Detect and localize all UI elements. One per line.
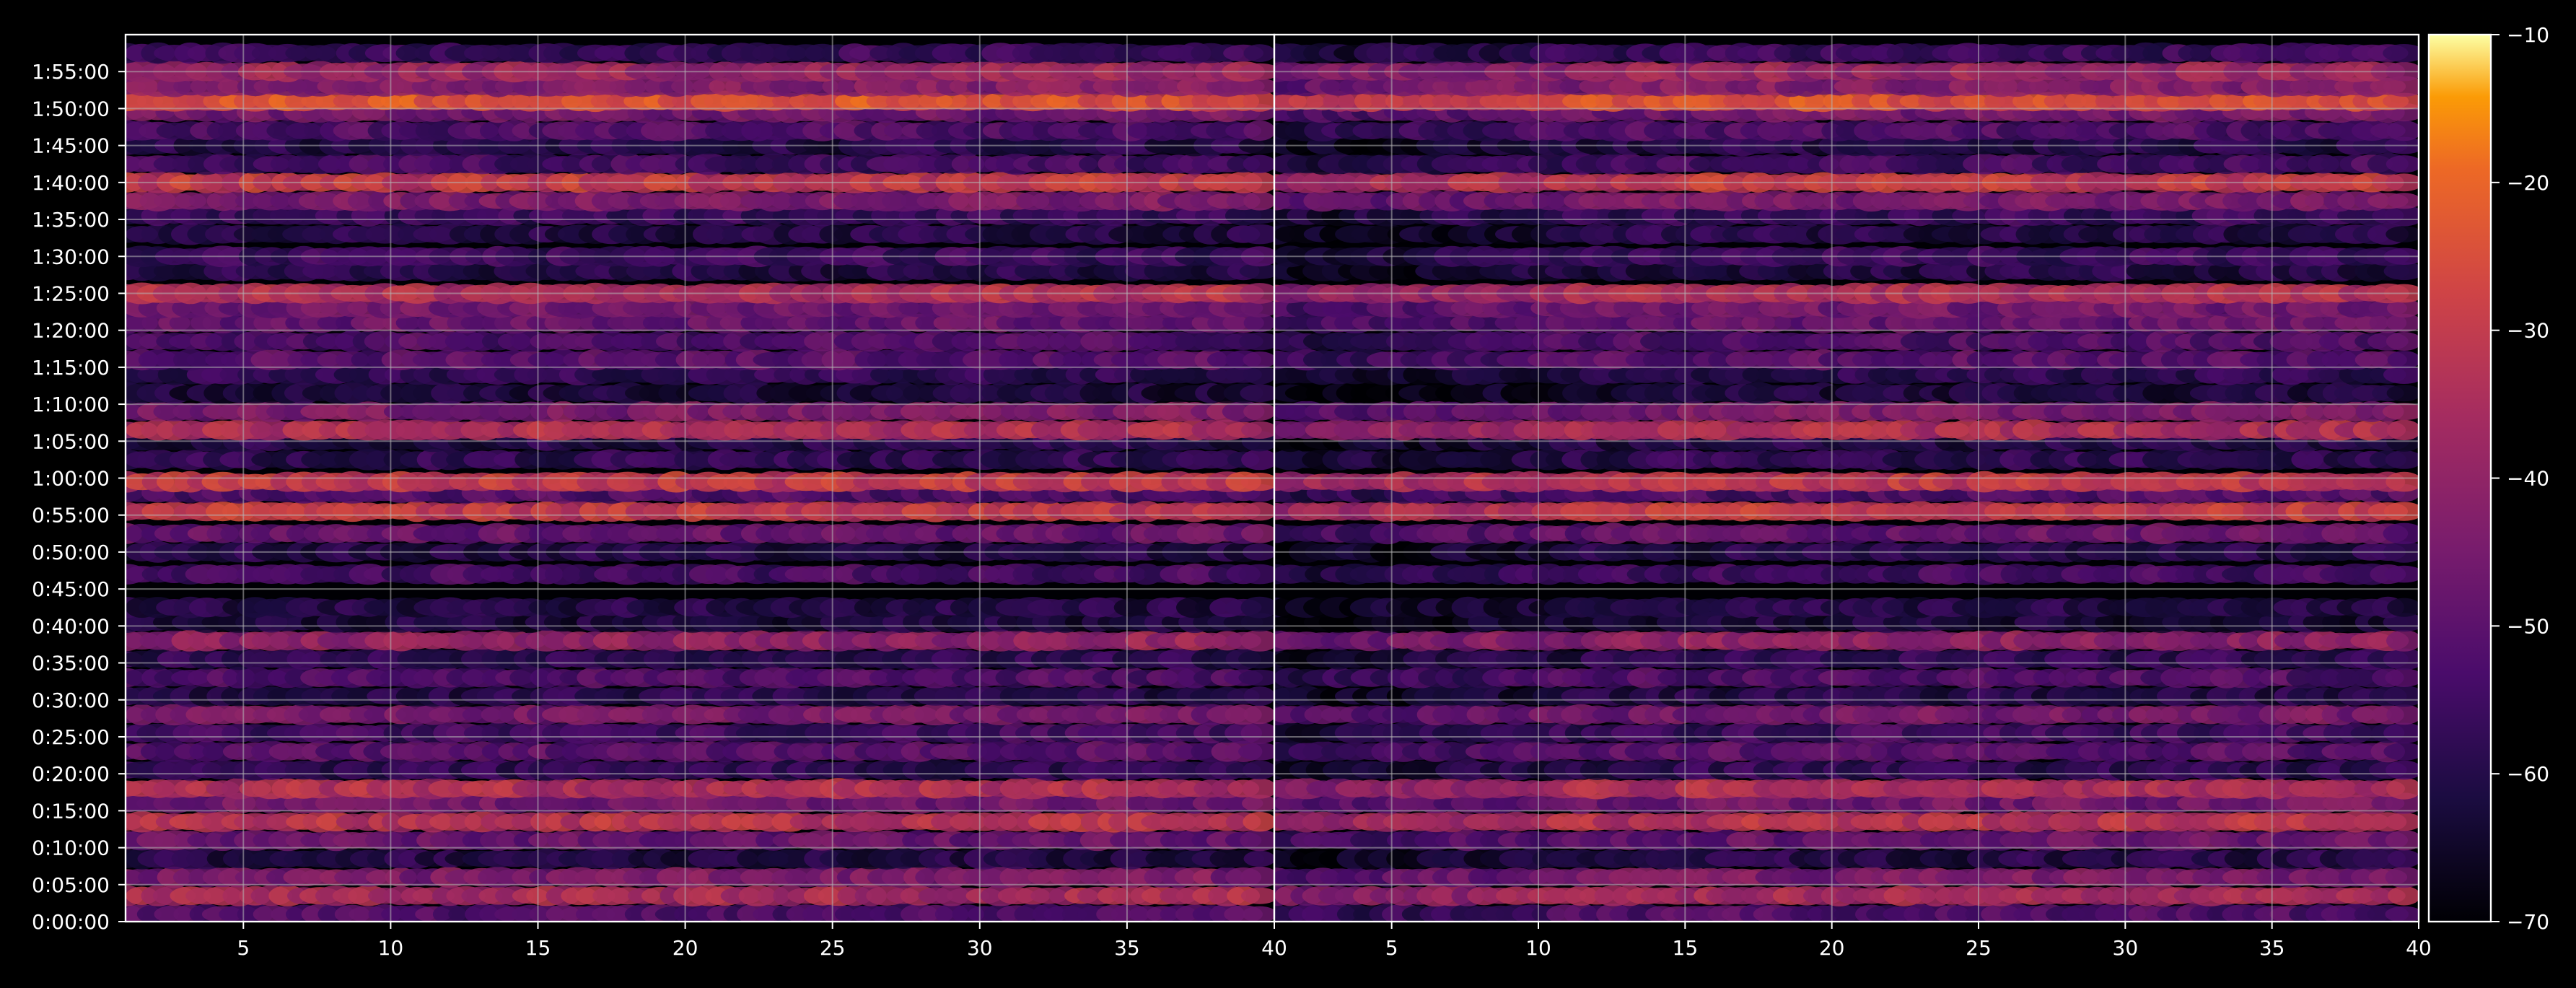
heatmap-cell [1242, 779, 1277, 799]
heatmap-cell [1241, 473, 1279, 491]
heatmap-cell [1243, 812, 1276, 831]
heatmap-cell [2385, 668, 2423, 687]
heatmap-cell [2387, 598, 2421, 617]
heatmap-cell [2385, 906, 2423, 922]
heatmap-cell [2386, 813, 2423, 831]
heatmap-cell [1241, 888, 1278, 904]
heatmap-cell [1243, 403, 1276, 421]
heatmap-cell [2386, 704, 2422, 725]
heatmap-cell [1241, 524, 1278, 543]
heatmap-cell [2386, 630, 2422, 652]
heatmap-cell [2386, 778, 2422, 800]
heatmap-cell [2385, 566, 2424, 583]
heatmap-cell [2388, 886, 2420, 906]
heatmap-cell [1240, 630, 1279, 652]
heatmap-cell [1243, 121, 1276, 141]
heatmap-cell [1243, 155, 1276, 173]
right-heatmap-panel [1253, 35, 2426, 925]
left-heatmap-panel [104, 35, 1281, 925]
heatmap-cell [1244, 686, 1276, 706]
heatmap-cell [1241, 722, 1279, 744]
heatmap-cell [1241, 450, 1278, 471]
heatmap-cell [1243, 761, 1276, 779]
heatmap-cell [1240, 384, 1279, 402]
heatmap-cell [1244, 44, 1276, 62]
heatmap-cell [1243, 351, 1276, 368]
heatmap-cell [2386, 761, 2422, 780]
heatmap-cell [2388, 849, 2421, 867]
heatmap-cell [1241, 421, 1278, 439]
heatmap-cell [1244, 851, 1276, 867]
heatmap-cell [1243, 502, 1277, 521]
heatmap-cell [1244, 705, 1276, 724]
heatmap-cell [1243, 191, 1276, 210]
heatmap-cell [1241, 597, 1279, 618]
heatmap-cell [1242, 906, 1276, 922]
